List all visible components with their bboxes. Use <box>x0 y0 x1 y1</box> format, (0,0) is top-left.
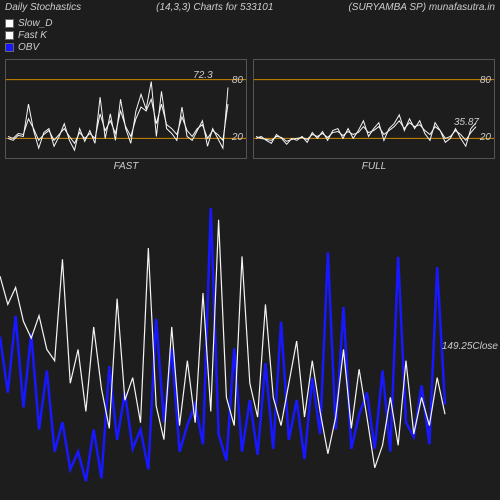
close-value-label: 149.25Close <box>442 341 498 352</box>
full-panel-wrap: 80 20 35.87 FULL <box>253 59 495 172</box>
legend-swatch-obv <box>5 43 14 52</box>
legend-fast-k: Fast K <box>5 29 495 41</box>
full-label: FULL <box>253 159 495 172</box>
fast-tick-20: 20 <box>232 132 243 143</box>
top-panels: 80 20 72.3 FAST 80 20 35.87 FULL <box>0 55 500 176</box>
params-text: (14,3,3) Charts for 533101 <box>156 2 273 13</box>
legend-label-fast-k: Fast K <box>18 30 47 41</box>
full-tick-20: 20 <box>480 132 491 143</box>
symbol-text: (SURYAMBA SP) munafasutra.in <box>348 2 495 13</box>
legend-swatch-fast-k <box>5 31 14 40</box>
main-chart: 149.25Close <box>0 186 500 496</box>
main-chart-svg <box>0 186 500 496</box>
legend-swatch-slow-d <box>5 19 14 28</box>
full-value-label: 35.87 <box>454 117 479 128</box>
fast-panel-wrap: 80 20 72.3 FAST <box>5 59 247 172</box>
legend-label-slow-d: Slow_D <box>18 18 52 29</box>
chart-header: Daily Stochastics (14,3,3) Charts for 53… <box>0 0 500 15</box>
fast-panel: 80 20 72.3 <box>5 59 247 159</box>
legend-label-obv: OBV <box>18 42 39 53</box>
full-chart-svg <box>254 60 494 158</box>
legend: Slow_D Fast K OBV <box>0 15 500 55</box>
legend-slow-d: Slow_D <box>5 17 495 29</box>
fast-tick-80: 80 <box>232 75 243 86</box>
fast-value-label: 72.3 <box>193 70 212 81</box>
full-tick-80: 80 <box>480 75 491 86</box>
title-text: Daily Stochastics <box>5 2 81 13</box>
legend-obv: OBV <box>5 41 495 53</box>
full-panel: 80 20 35.87 <box>253 59 495 159</box>
fast-label: FAST <box>5 159 247 172</box>
